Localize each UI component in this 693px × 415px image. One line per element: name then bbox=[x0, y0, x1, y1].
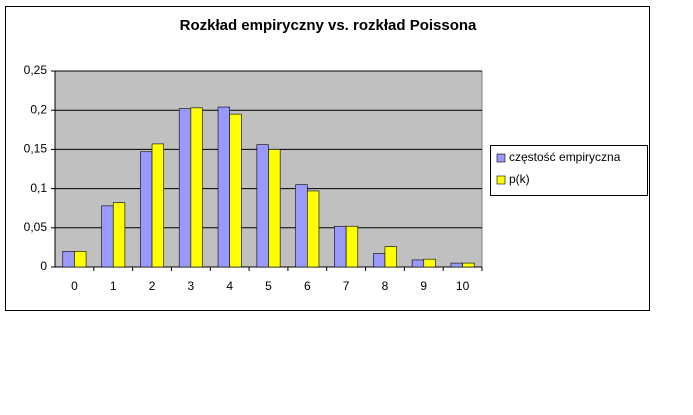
bar bbox=[334, 225, 347, 268]
legend-swatch bbox=[496, 175, 506, 185]
bar bbox=[411, 259, 425, 268]
bar bbox=[112, 202, 126, 268]
legend-label: częstość empiryczna bbox=[509, 150, 621, 164]
y-tick-label: 0,15 bbox=[24, 142, 48, 156]
y-tick-label: 0,05 bbox=[24, 220, 48, 234]
bar bbox=[295, 184, 308, 268]
bar bbox=[151, 143, 164, 268]
x-tick-label: 2 bbox=[149, 279, 156, 293]
bar bbox=[345, 225, 359, 268]
bar bbox=[307, 190, 320, 268]
legend bbox=[490, 145, 648, 196]
bar bbox=[256, 144, 269, 268]
legend-box bbox=[490, 145, 648, 196]
legend-label: p(k) bbox=[509, 172, 530, 186]
bar bbox=[450, 262, 463, 268]
bar bbox=[74, 251, 87, 268]
bar bbox=[140, 151, 153, 268]
y-tick-label: 0,25 bbox=[24, 63, 48, 77]
y-tick-label: 0,1 bbox=[30, 181, 47, 195]
bar bbox=[217, 106, 230, 268]
x-tick-label: 1 bbox=[110, 279, 117, 293]
x-tick-label: 4 bbox=[226, 279, 233, 293]
bar bbox=[268, 149, 281, 268]
bar bbox=[190, 107, 203, 268]
y-tick-label: 0,2 bbox=[30, 102, 47, 116]
bar bbox=[373, 253, 386, 268]
bar bbox=[384, 246, 397, 268]
bar bbox=[101, 205, 114, 268]
x-tick-label: 5 bbox=[265, 279, 272, 293]
x-tick-label: 7 bbox=[343, 279, 350, 293]
bar bbox=[229, 113, 242, 268]
bar bbox=[62, 251, 75, 268]
x-tick-label: 0 bbox=[71, 279, 78, 293]
bar bbox=[462, 262, 475, 268]
x-tick-label: 9 bbox=[420, 279, 427, 293]
legend-swatch bbox=[496, 153, 506, 163]
x-tick-label: 10 bbox=[456, 279, 470, 293]
chart-title: Rozkład empiryczny vs. rozkład Poissona bbox=[180, 17, 477, 34]
x-tick-label: 8 bbox=[382, 279, 389, 293]
bar bbox=[423, 258, 436, 268]
bar bbox=[178, 108, 192, 268]
x-tick-label: 6 bbox=[304, 279, 311, 293]
x-tick-label: 3 bbox=[188, 279, 195, 293]
y-tick-label: 0 bbox=[40, 259, 47, 273]
